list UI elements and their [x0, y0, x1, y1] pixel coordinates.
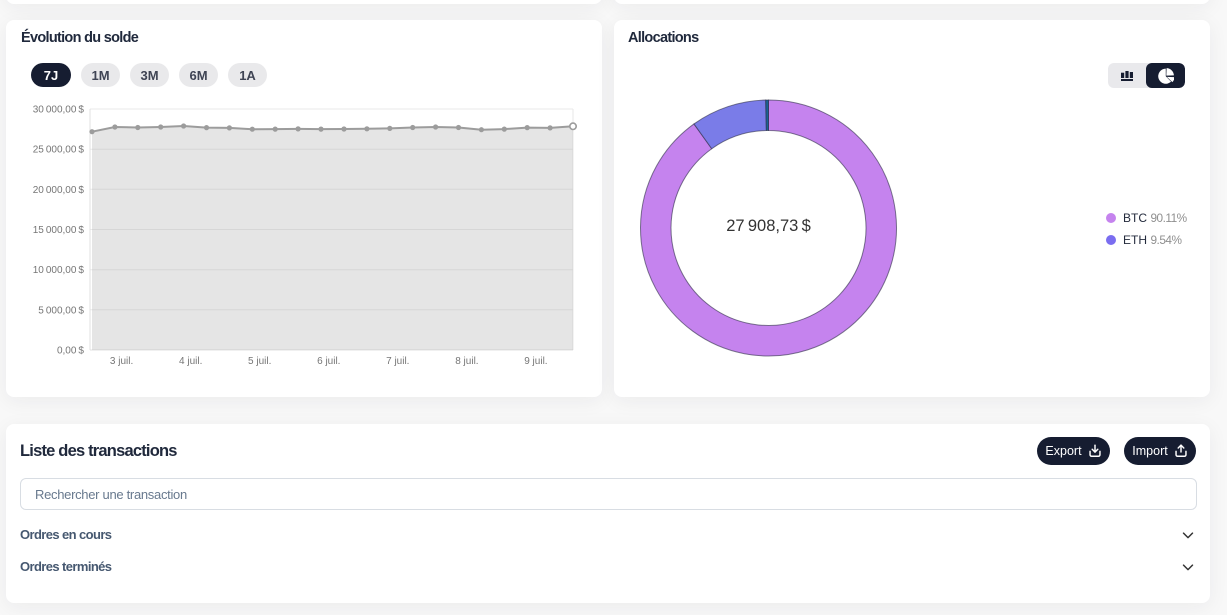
svg-text:15 000,00 $: 15 000,00 $ — [33, 225, 85, 236]
svg-text:5 000,00 $: 5 000,00 $ — [38, 305, 84, 316]
svg-text:25 000,00 $: 25 000,00 $ — [33, 145, 85, 156]
svg-text:10 000,00 $: 10 000,00 $ — [33, 265, 85, 276]
svg-text:3 juil.: 3 juil. — [110, 356, 133, 367]
svg-text:7 juil.: 7 juil. — [386, 356, 409, 367]
svg-text:9 juil.: 9 juil. — [524, 356, 547, 367]
svg-text:20 000,00 $: 20 000,00 $ — [33, 185, 85, 196]
svg-text:8 juil.: 8 juil. — [455, 356, 478, 367]
svg-text:4 juil.: 4 juil. — [179, 356, 202, 367]
svg-text:0,00 $: 0,00 $ — [57, 346, 84, 357]
svg-text:6 juil.: 6 juil. — [317, 356, 340, 367]
svg-text:30 000,00 $: 30 000,00 $ — [33, 105, 85, 116]
svg-text:5 juil.: 5 juil. — [248, 356, 271, 367]
